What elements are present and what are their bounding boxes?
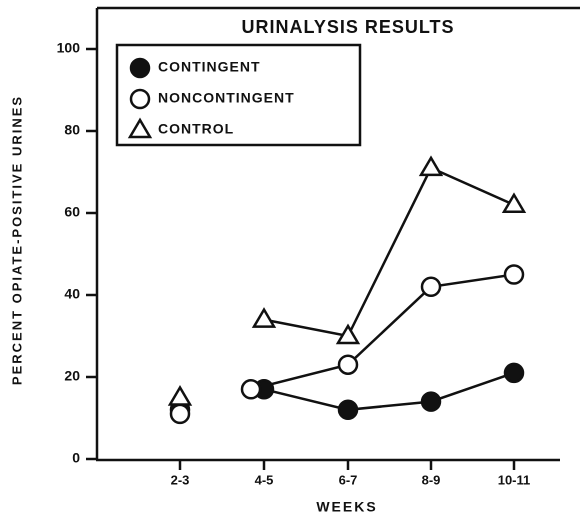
y-tick-label: 0 [72, 450, 80, 466]
data-point [240, 379, 262, 400]
x-tick-label: 2-3 [171, 472, 190, 487]
legend-marker [127, 117, 153, 139]
chart-title: URINALYSIS RESULTS [241, 17, 454, 37]
data-point [418, 155, 444, 177]
x-tick-label: 10-11 [498, 472, 531, 487]
x-tick-label: 8-9 [422, 472, 441, 487]
legend-marker [129, 57, 151, 79]
y-tick-label: 80 [64, 122, 80, 138]
data-point [503, 362, 525, 384]
data-point [501, 192, 527, 214]
series-line [250, 273, 515, 391]
data-point [420, 276, 442, 298]
y-tick-label: 100 [57, 40, 81, 56]
x-tick-label: 6-7 [339, 472, 358, 487]
data-point [337, 399, 359, 421]
y-tick-label: 20 [64, 368, 80, 384]
legend-marker [129, 88, 151, 110]
series-line [263, 166, 515, 338]
legend-label: NONCONTINGENT [158, 90, 295, 106]
y-axis-label: PERCENT OPIATE-POSITIVE URINES [9, 95, 24, 385]
x-tick-label: 4-5 [255, 472, 274, 487]
legend-box [115, 43, 362, 147]
y-tick-label: 40 [64, 286, 80, 302]
legend-label: CONTROL [158, 121, 234, 137]
data-point [420, 391, 442, 412]
data-point [167, 385, 193, 406]
x-axis-label: WEEKS [316, 499, 377, 515]
data-point [335, 323, 361, 345]
data-point [169, 403, 191, 425]
y-tick-label: 60 [64, 204, 80, 220]
series-line [263, 371, 515, 412]
legend-label: CONTINGENT [158, 59, 261, 75]
data-point [337, 354, 359, 375]
data-point [503, 264, 525, 285]
data-point [251, 307, 277, 328]
